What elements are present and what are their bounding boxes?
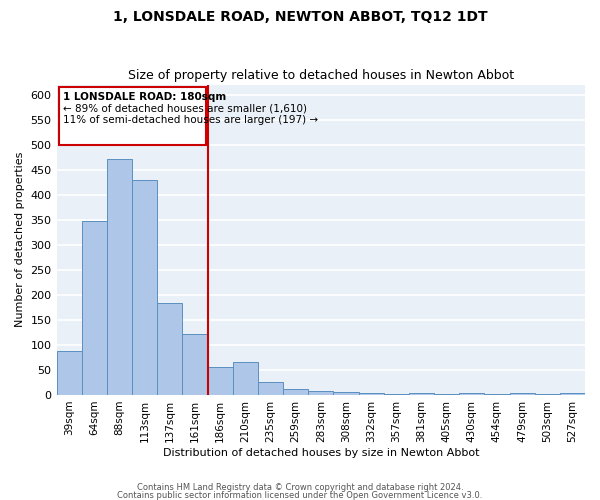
Bar <box>560 394 585 395</box>
Bar <box>535 394 560 395</box>
Bar <box>409 394 434 395</box>
Bar <box>484 394 509 395</box>
Bar <box>334 392 359 395</box>
Text: Contains HM Land Registry data © Crown copyright and database right 2024.: Contains HM Land Registry data © Crown c… <box>137 484 463 492</box>
Bar <box>56 351 82 395</box>
Bar <box>509 394 535 395</box>
Bar <box>182 334 208 395</box>
Bar <box>359 393 383 395</box>
Y-axis label: Number of detached properties: Number of detached properties <box>15 152 25 328</box>
Text: 11% of semi-detached houses are larger (197) →: 11% of semi-detached houses are larger (… <box>63 114 318 124</box>
Bar <box>233 362 258 395</box>
Bar <box>308 391 334 395</box>
Bar <box>383 394 409 395</box>
Bar <box>132 180 157 395</box>
Title: Size of property relative to detached houses in Newton Abbot: Size of property relative to detached ho… <box>128 69 514 82</box>
Bar <box>208 368 233 395</box>
X-axis label: Distribution of detached houses by size in Newton Abbot: Distribution of detached houses by size … <box>163 448 479 458</box>
Bar <box>82 220 107 395</box>
Bar <box>157 304 182 395</box>
Bar <box>283 389 308 395</box>
Text: 1 LONSDALE ROAD: 180sqm: 1 LONSDALE ROAD: 180sqm <box>63 92 226 102</box>
Bar <box>107 158 132 395</box>
Bar <box>434 394 459 395</box>
Bar <box>258 382 283 395</box>
Bar <box>59 87 206 144</box>
Text: 1, LONSDALE ROAD, NEWTON ABBOT, TQ12 1DT: 1, LONSDALE ROAD, NEWTON ABBOT, TQ12 1DT <box>113 10 487 24</box>
Text: Contains public sector information licensed under the Open Government Licence v3: Contains public sector information licen… <box>118 490 482 500</box>
Text: ← 89% of detached houses are smaller (1,610): ← 89% of detached houses are smaller (1,… <box>63 104 307 114</box>
Bar <box>459 394 484 395</box>
